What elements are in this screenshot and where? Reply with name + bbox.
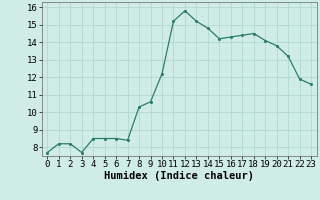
X-axis label: Humidex (Indice chaleur): Humidex (Indice chaleur)	[104, 171, 254, 181]
